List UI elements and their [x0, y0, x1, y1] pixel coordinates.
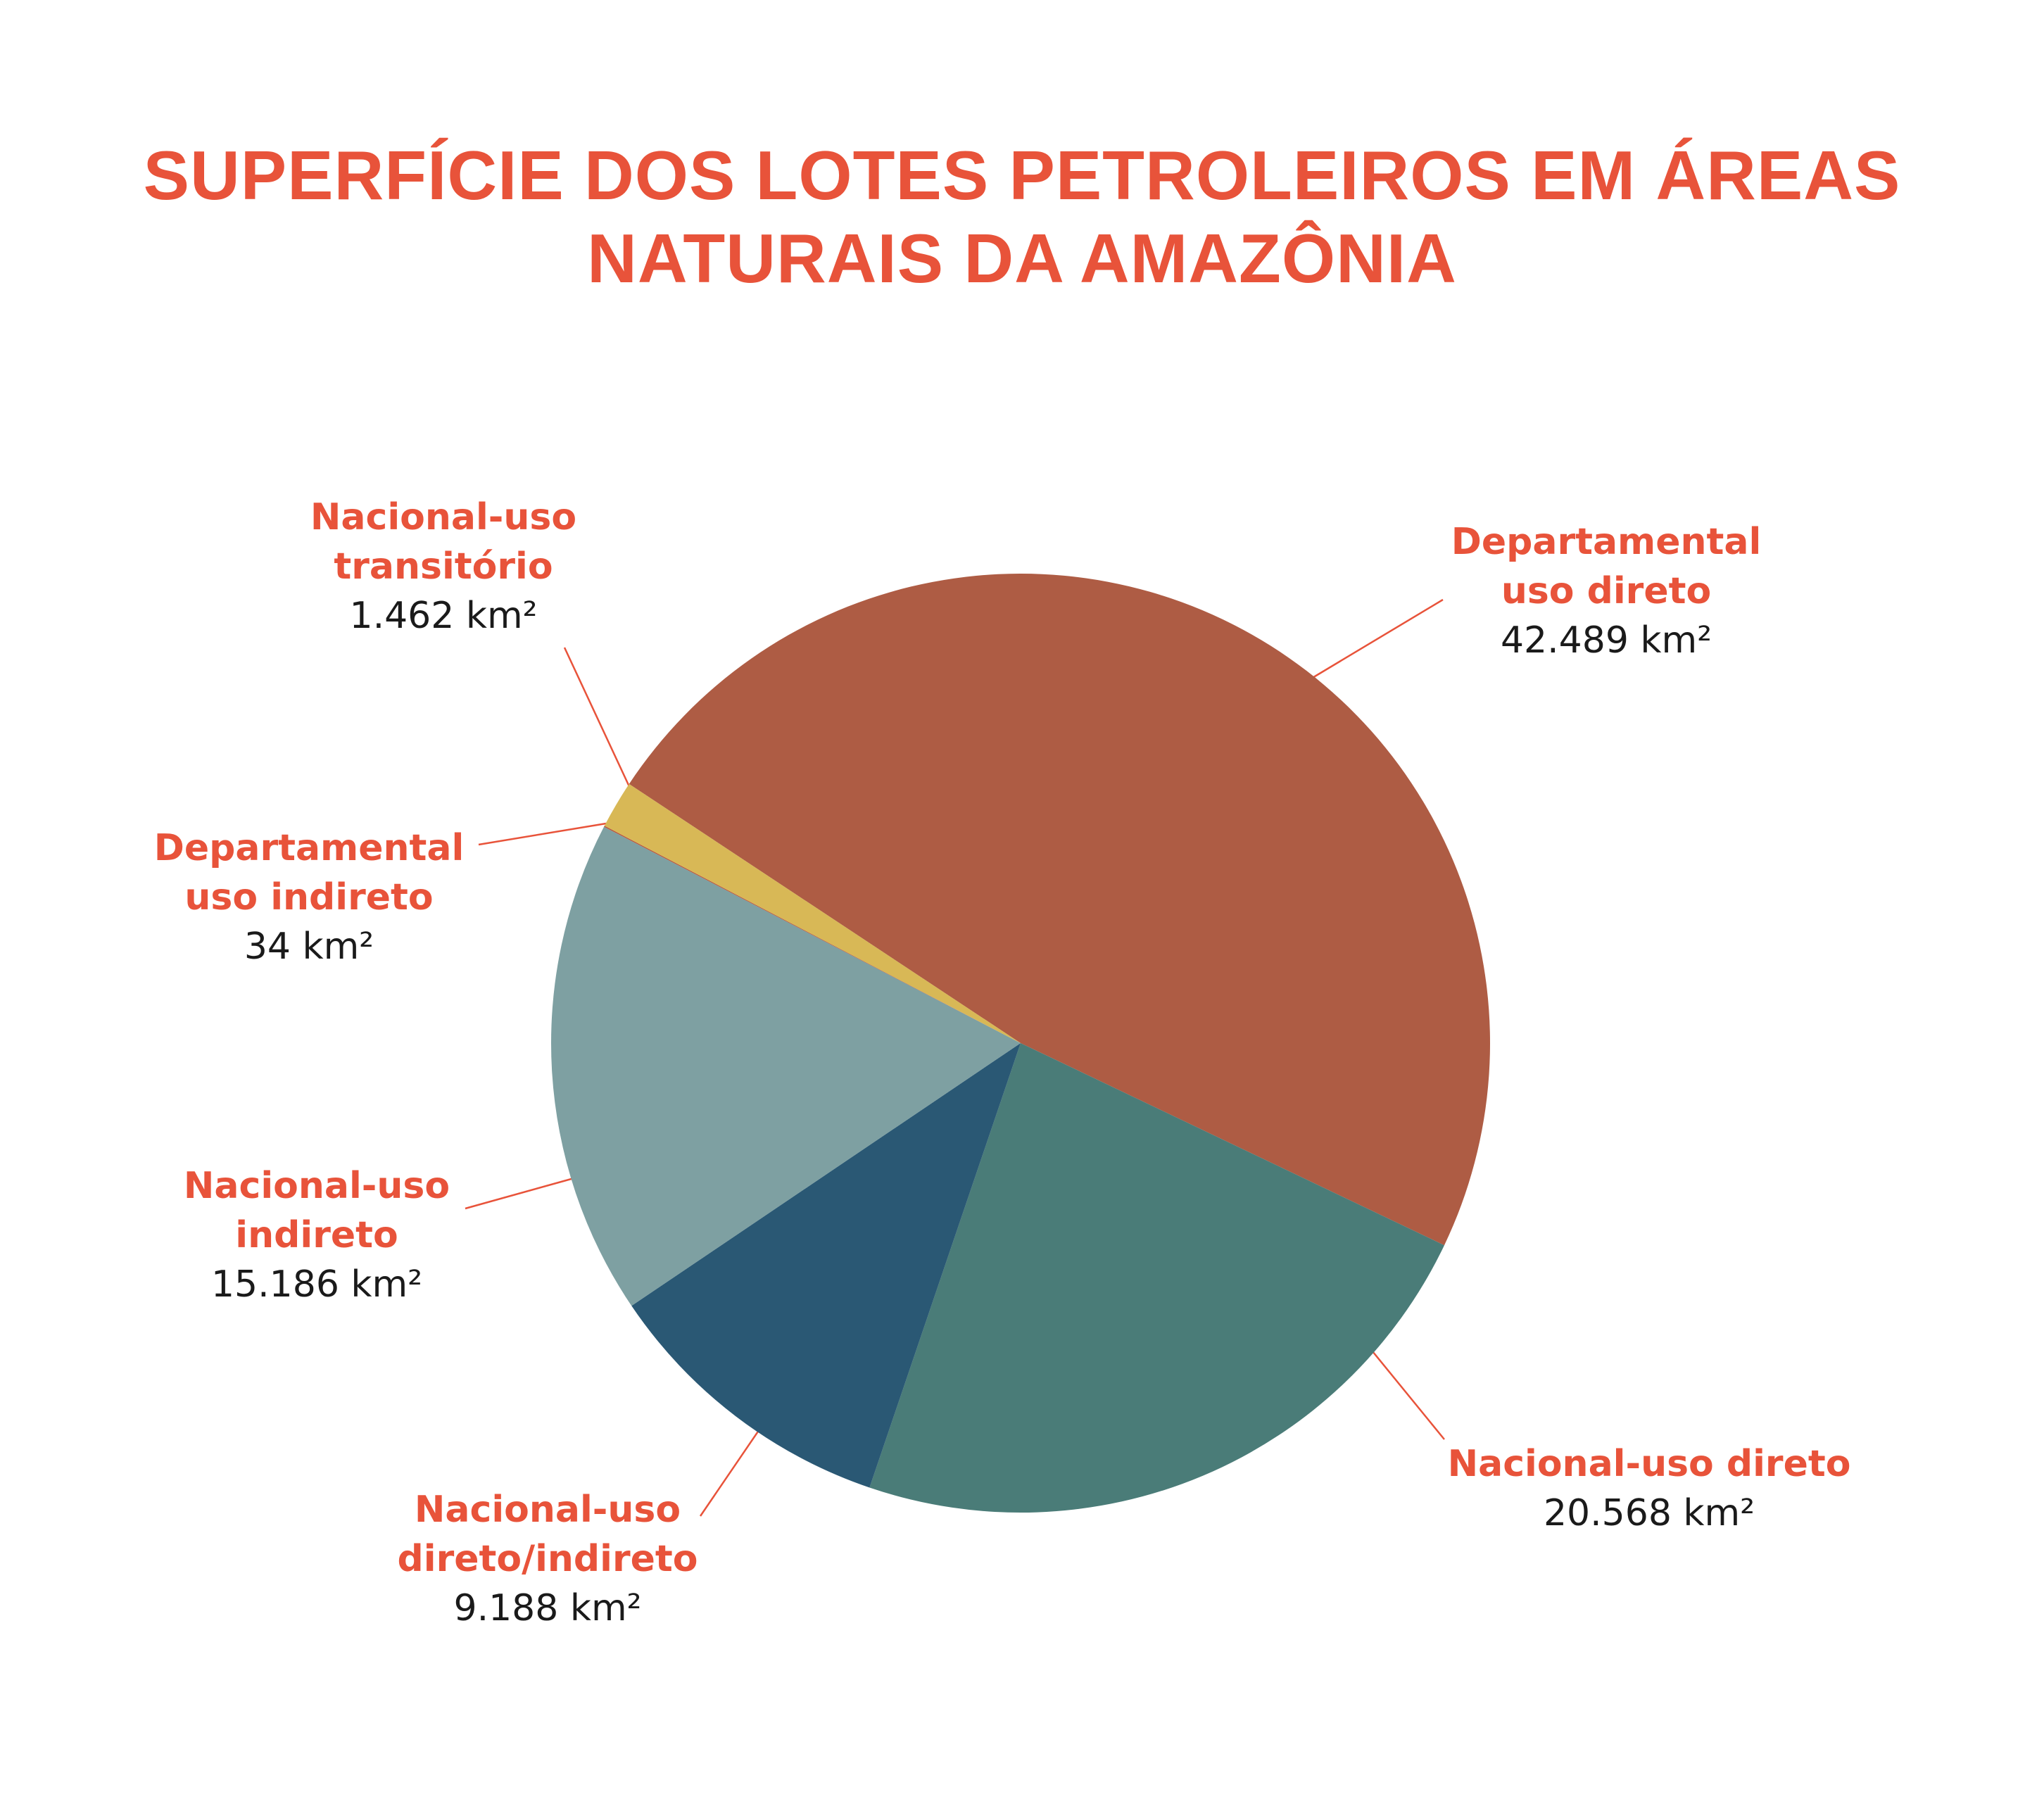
category-label: Departamental uso direto	[1451, 521, 1762, 612]
value-label: 42.489 km²	[1500, 619, 1712, 662]
pie-slice	[604, 826, 1021, 1043]
pie-slice	[869, 1043, 1444, 1513]
slice-label: Departamental uso direto 42.489 km²	[1437, 517, 1775, 665]
leader-line	[478, 822, 607, 846]
value-label: 9.188 km²	[453, 1587, 642, 1629]
pie-slice	[551, 826, 1021, 1306]
slice-label: Departamental uso indireto 34 km²	[140, 824, 478, 971]
pie-slice	[604, 783, 1021, 1043]
leader-line	[1363, 1339, 1445, 1440]
value-label: 15.186 km²	[210, 1263, 423, 1306]
value-label: 1.462 km²	[349, 595, 538, 637]
pie-slice	[631, 1043, 1021, 1488]
category-label: Nacional-uso indireto	[183, 1165, 450, 1256]
slice-label: Nacional-uso indireto 15.186 km²	[162, 1161, 472, 1309]
leader-lines	[465, 598, 1445, 1517]
leader-line	[465, 1175, 582, 1210]
leader-line	[699, 1422, 765, 1517]
slice-label: Nacional-uso direto 20.568 km²	[1382, 1439, 1917, 1538]
pie-slice	[629, 574, 1491, 1246]
category-label: Nacional-uso transitório	[310, 496, 577, 588]
category-label: Nacional-uso direto	[1447, 1443, 1851, 1485]
category-label: Departamental uso indireto	[153, 827, 465, 919]
slice-label: Nacional-uso direto/indireto 9.188 km²	[365, 1485, 731, 1633]
value-label: 20.568 km²	[1543, 1492, 1755, 1534]
leader-line	[1307, 598, 1444, 682]
chart-title: SUPERFÍCIE DOS LOTES PETROLEIROS EM ÁREA…	[143, 137, 1901, 297]
category-label: Nacional-uso direto/indireto	[397, 1489, 698, 1580]
leader-line	[563, 647, 633, 793]
value-label: 34 km²	[244, 926, 374, 968]
slice-label: Nacional-uso transitório 1.462 km²	[289, 493, 598, 641]
